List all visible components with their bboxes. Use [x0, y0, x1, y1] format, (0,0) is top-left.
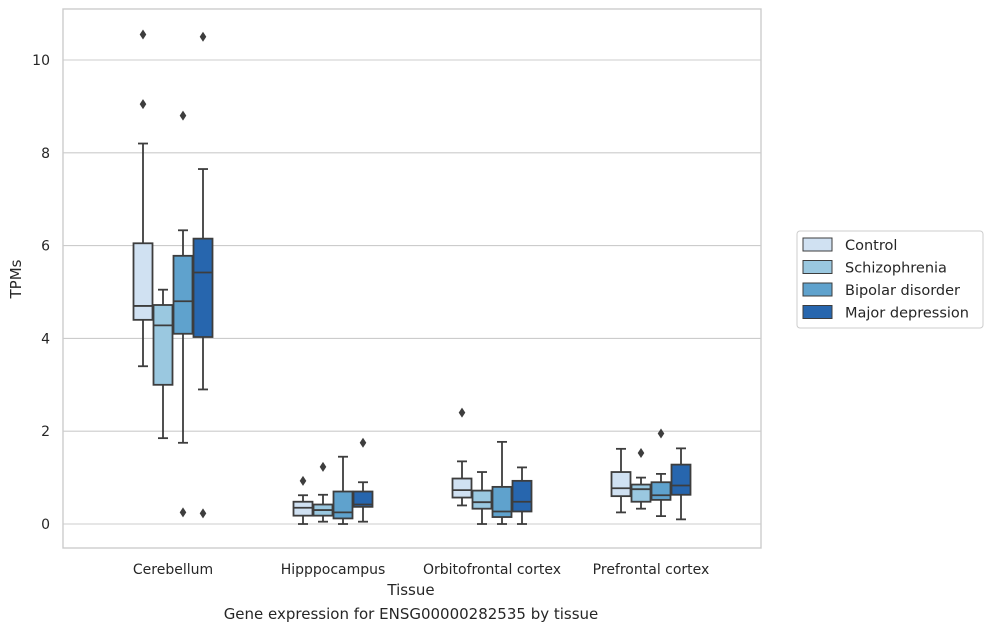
y-tick-label: 2: [41, 424, 50, 440]
box-iqr: [352, 490, 374, 508]
legend-swatch: [802, 305, 833, 319]
box-schizophrenia-2: [471, 471, 493, 525]
box-major-depression-2: [511, 466, 533, 525]
box-iqr: [132, 242, 154, 321]
figure-caption: Gene expression for ENSG00000282535 by t…: [223, 605, 599, 623]
plot-area-frame: [62, 8, 762, 549]
x-tick-label: Hipppocampus: [281, 562, 386, 578]
outlier-marker: [458, 407, 466, 418]
legend-frame: [796, 230, 984, 329]
box-bipolar-disorder-2: [491, 440, 513, 525]
outlier-marker: [179, 507, 187, 518]
box-iqr: [610, 471, 632, 498]
x-axis-title: Tissue: [386, 581, 434, 599]
outlier-marker: [657, 428, 665, 439]
box-control-2: [451, 407, 473, 507]
box-iqr: [670, 463, 692, 496]
box-schizophrenia-1: [312, 461, 334, 523]
box-major-depression-3: [670, 447, 692, 521]
box-iqr: [292, 500, 314, 517]
box-bipolar-disorder-0: [172, 110, 194, 518]
box-iqr: [650, 481, 672, 501]
box-control-3: [610, 447, 632, 514]
legend-swatch: [802, 237, 833, 252]
y-tick-label: 8: [41, 146, 50, 162]
box-groups: [132, 29, 692, 525]
x-tick-label: Prefrontal cortex: [593, 562, 710, 578]
legend-label: Control: [845, 238, 897, 254]
box-control-1: [292, 475, 314, 525]
x-tick-label: Cerebellum: [133, 562, 213, 578]
box-major-depression-1: [352, 437, 374, 523]
outlier-marker: [139, 99, 147, 110]
box-schizophrenia-0: [152, 288, 174, 440]
box-control-0: [132, 29, 154, 368]
legend-swatch: [802, 282, 833, 297]
legend: Control Schizophrenia Bipolar disorder Majo…: [796, 230, 984, 329]
y-axis-title: TPMs: [7, 259, 25, 299]
box-iqr: [630, 483, 652, 503]
outlier-marker: [139, 29, 147, 40]
x-axis-ticks: Cerebellum Hipppocampus Orbitofrontal cort…: [133, 562, 709, 578]
legend-swatch: [802, 260, 833, 274]
legend-label: Bipolar disorder: [845, 283, 960, 299]
y-tick-label: 0: [41, 517, 50, 533]
box-plot-chart: 0 2 4 6 8 10 Cerebellum Hipppocampus Orbitofron…: [7, 8, 984, 599]
box-iqr: [511, 479, 533, 513]
box-iqr: [172, 254, 194, 335]
outlier-marker: [199, 508, 207, 519]
y-tick-label: 6: [41, 239, 50, 255]
box-schizophrenia-3: [630, 448, 652, 510]
outlier-marker: [199, 31, 207, 42]
outlier-marker: [359, 437, 367, 448]
box-iqr: [471, 489, 493, 510]
box-iqr: [451, 477, 473, 499]
box-iqr: [332, 490, 354, 520]
y-axis-ticks: 0 2 4 6 8 10: [32, 53, 50, 533]
box-major-depression-0: [192, 31, 214, 519]
outlier-marker: [637, 448, 645, 459]
box-bipolar-disorder-3: [650, 428, 672, 518]
outlier-marker: [179, 110, 187, 121]
box-iqr: [192, 237, 214, 338]
outlier-marker: [299, 475, 307, 486]
box-iqr: [152, 304, 174, 386]
y-tick-label: 10: [32, 53, 50, 69]
legend-label: Schizophrenia: [845, 261, 947, 277]
box-iqr: [491, 485, 513, 518]
outlier-marker: [319, 461, 327, 472]
box-bipolar-disorder-1: [332, 455, 354, 525]
y-tick-label: 4: [41, 331, 50, 347]
x-tick-label: Orbitofrontal cortex: [423, 562, 561, 578]
gridlines: [63, 59, 761, 525]
legend-label: Major depression: [845, 306, 969, 322]
